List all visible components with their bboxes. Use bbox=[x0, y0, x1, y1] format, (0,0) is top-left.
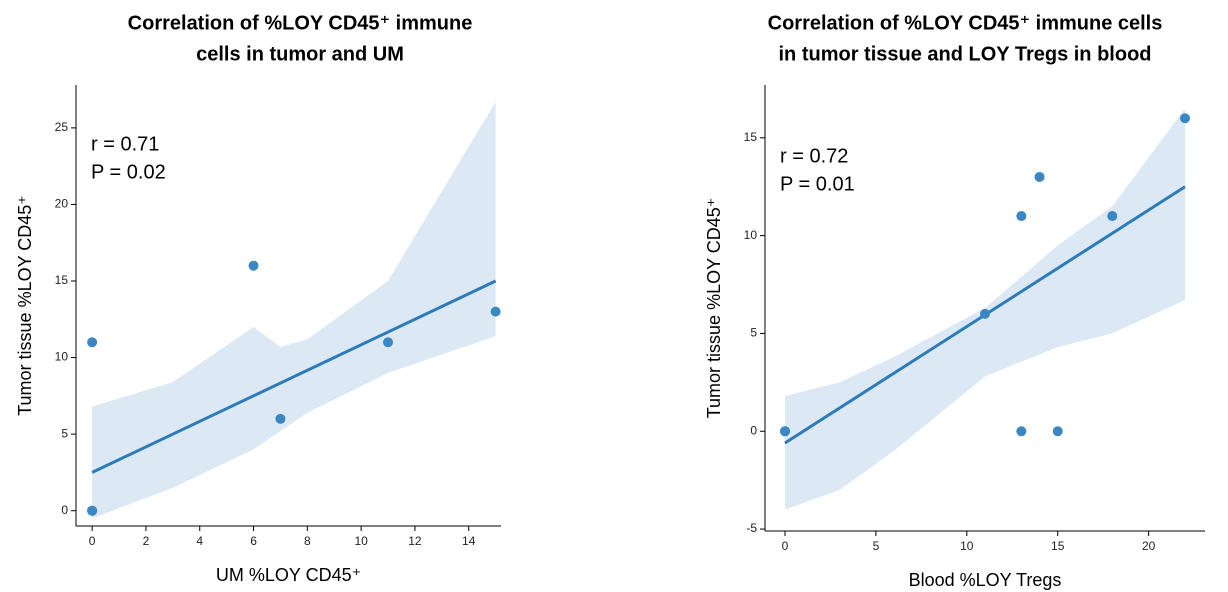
x-axis-label: UM %LOY CD45⁺ bbox=[216, 565, 361, 585]
y-axis-label: Tumor tissue %LOY CD45⁺ bbox=[15, 195, 35, 416]
x-tick-label: 2 bbox=[143, 534, 150, 548]
y-tick-label: 0 bbox=[750, 423, 757, 437]
annotation: r = 0.71 bbox=[91, 133, 159, 155]
y-tick-label: 0 bbox=[61, 503, 68, 517]
x-tick-label: 10 bbox=[960, 539, 974, 553]
point bbox=[275, 413, 286, 424]
x-tick-label: 4 bbox=[196, 534, 203, 548]
point bbox=[980, 308, 990, 319]
annotation: P = 0.02 bbox=[91, 161, 166, 183]
x-tick-label: 20 bbox=[1142, 539, 1156, 553]
point bbox=[1016, 211, 1027, 222]
y-tick-label: 5 bbox=[61, 426, 68, 440]
x-tick-label: 0 bbox=[89, 534, 96, 548]
point bbox=[1034, 171, 1045, 182]
y-axis-label: Tumor tissue %LOY CD45⁺ bbox=[704, 198, 724, 419]
y-tick-label: 20 bbox=[55, 197, 69, 211]
point bbox=[87, 337, 98, 348]
chart-title: in tumor tissue and LOY Tregs in blood bbox=[779, 43, 1152, 65]
x-tick-label: 12 bbox=[408, 534, 422, 548]
x-tick-label: 8 bbox=[304, 534, 311, 548]
confidence-band bbox=[92, 101, 496, 519]
chart-title: Correlation of %LOY CD45⁺ immune bbox=[128, 12, 473, 34]
annotation: P = 0.01 bbox=[780, 173, 855, 195]
y-tick-label: 5 bbox=[750, 326, 757, 340]
y-tick-label: 25 bbox=[55, 120, 69, 134]
point bbox=[1107, 211, 1118, 222]
point bbox=[1180, 113, 1190, 124]
annotation: r = 0.72 bbox=[780, 145, 848, 167]
y-tick-label: 15 bbox=[744, 130, 758, 144]
chart-title: cells in tumor and UM bbox=[196, 43, 404, 65]
point bbox=[87, 505, 98, 516]
y-tick-label: -5 bbox=[746, 521, 757, 535]
x-tick-label: 5 bbox=[873, 539, 880, 553]
point bbox=[780, 426, 790, 437]
regression-line bbox=[91, 279, 497, 474]
x-tick-label: 14 bbox=[462, 534, 476, 548]
point bbox=[383, 337, 394, 348]
x-tick-label: 10 bbox=[354, 534, 368, 548]
x-tick-label: 6 bbox=[250, 534, 257, 548]
y-tick-label: 10 bbox=[55, 350, 69, 364]
y-tick-label: 15 bbox=[55, 273, 69, 287]
x-axis-label: Blood %LOY Tregs bbox=[909, 570, 1062, 590]
point bbox=[1052, 426, 1063, 437]
point bbox=[490, 306, 501, 317]
chart-title: Correlation of %LOY CD45⁺ immune cells bbox=[768, 12, 1163, 34]
x-tick-label: 15 bbox=[1051, 539, 1065, 553]
y-tick-label: 10 bbox=[744, 228, 758, 242]
point bbox=[1016, 426, 1027, 437]
point bbox=[248, 260, 259, 271]
x-tick-label: 0 bbox=[782, 539, 789, 553]
